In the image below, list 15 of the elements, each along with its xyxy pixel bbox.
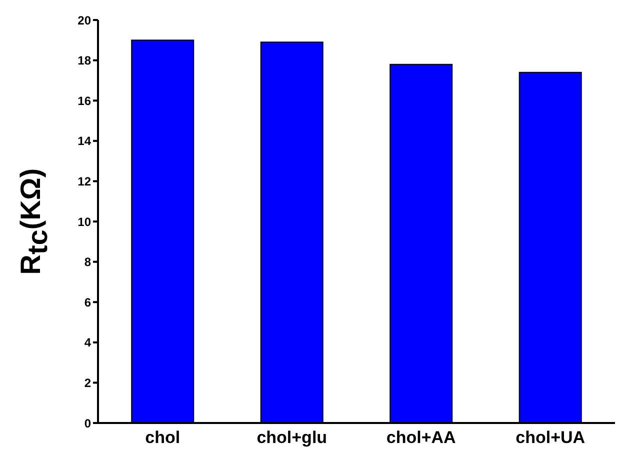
y-tick-label: 8 [84,255,92,270]
y-tick-label: 12 [78,174,92,188]
y-tick-label: 20 [78,13,92,28]
y-tick-label: 18 [78,54,92,68]
x-tick-label: chol+glu [256,428,328,448]
y-tick-label: 4 [84,336,92,350]
y-tick-label: 2 [84,376,92,390]
x-tick-label: chol+AA [386,428,456,448]
y-tick-label: 10 [78,214,92,229]
x-tick-label: chol+UA [516,428,586,448]
y-tick-label: 6 [84,295,92,310]
y-tick-label: 16 [78,94,92,108]
y-tick-label: 0 [84,416,92,430]
x-tick-label: chol [145,428,180,448]
y-tick-label: 14 [78,134,92,148]
